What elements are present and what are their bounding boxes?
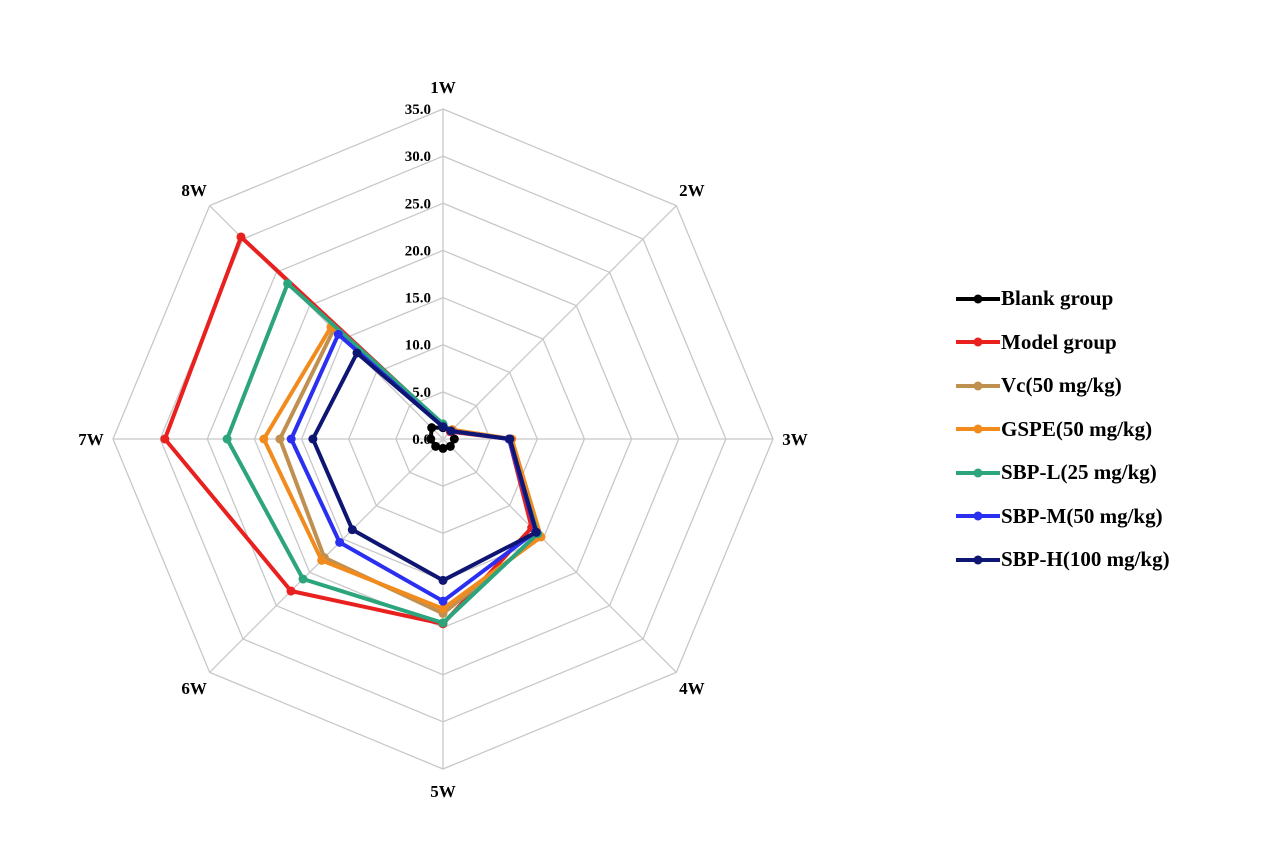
series-point [531,527,541,537]
legend-item: SBP-H(100 mg/kg) [955,538,1275,582]
series-point [431,441,441,451]
legend-label: SBP-M(50 mg/kg) [1001,503,1163,528]
series-point [286,586,296,596]
series-point [286,434,296,444]
series-point [259,434,269,444]
axis-label-8w: 8W [181,181,207,200]
series-point [222,434,232,444]
legend-swatch [956,294,1000,304]
legend-item: SBP-M(50 mg/kg) [955,495,1275,539]
series-point [446,426,456,436]
legend-item: GSPE(50 mg/kg) [955,408,1275,452]
series-3 [259,322,546,614]
legend-swatch [956,511,1000,521]
legend-label: SBP-H(100 mg/kg) [1001,547,1170,572]
series-point [352,348,362,358]
legend-swatch [956,555,1000,565]
axis-label-5w: 5W [430,782,456,801]
grid-spoke [442,205,677,440]
series-point [438,604,448,614]
radial-tick-label: 25.0 [405,196,431,212]
legend-label: Model group [1001,329,1117,354]
legend-swatch [956,424,1000,434]
series-point [317,555,327,565]
series-line [162,234,534,626]
series-point [308,434,318,444]
grid-spoke [442,438,677,673]
series-point [438,443,448,453]
axis-labels: 1W 2W 3W 4W 5W 6W 7W 8W [78,78,808,801]
radial-tick-label: 30.0 [405,149,431,165]
radial-tick-label: 20.0 [405,243,431,259]
radial-tick-label: 10.0 [405,338,431,354]
series-point [427,423,437,433]
series-point [333,329,343,339]
legend-label: Vc(50 mg/kg) [1001,373,1122,398]
series-point [298,574,308,584]
series-point [438,422,448,432]
series-point [335,537,345,547]
radial-tick-label: 15.0 [405,291,431,307]
series-6 [308,348,541,585]
radial-tick-labels: 0.0 5.0 10.0 15.0 20.0 25.0 30.0 35.0 [405,102,431,448]
axis-label-3w: 3W [782,430,808,449]
axis-label-7w: 7W [78,430,104,449]
axis-label-2w: 2W [679,181,705,200]
series-point [160,434,170,444]
series-layer [160,232,546,629]
legend-swatch [956,381,1000,391]
series-point [236,232,246,242]
radial-tick-label: 35.0 [405,102,431,118]
legend-swatch [956,337,1000,347]
series-point [445,441,455,451]
radar-grid [112,108,774,770]
legend-label: SBP-L(25 mg/kg) [1001,460,1157,485]
series-point [505,434,515,444]
legend-swatch [956,468,1000,478]
legend-item: Vc(50 mg/kg) [955,364,1275,408]
series-point [438,575,448,585]
series-point [275,434,285,444]
axis-label-4w: 4W [679,679,705,698]
series-point [438,596,448,606]
legend: Blank group Model group Vc(50 mg/kg) GSPE(5… [955,277,1275,582]
series-point [283,279,293,289]
series-point [438,618,448,628]
radial-tick-label: 0.0 [412,432,431,448]
legend-label: Blank group [1001,286,1114,311]
radial-tick-label: 5.0 [412,385,431,401]
legend-label: GSPE(50 mg/kg) [1001,416,1153,441]
series-point [347,525,357,535]
legend-item: Model group [955,321,1275,365]
legend-item: SBP-L(25 mg/kg) [955,451,1275,495]
series-point [426,434,436,444]
axis-label-6w: 6W [181,679,207,698]
series-point [449,434,459,444]
axis-label-1w: 1W [430,78,456,97]
legend-item: Blank group [955,277,1275,321]
